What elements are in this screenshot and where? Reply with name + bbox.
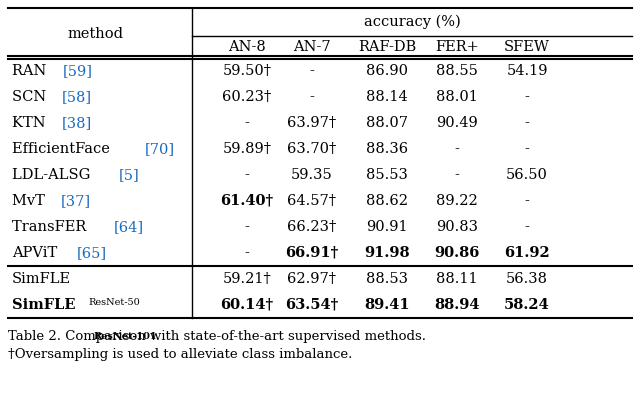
Text: 89.22: 89.22 (436, 194, 478, 208)
Text: [38]: [38] (61, 116, 92, 130)
Text: SFEW: SFEW (504, 40, 550, 54)
Text: 90.49: 90.49 (436, 116, 478, 130)
Text: 59.21†: 59.21† (223, 272, 271, 286)
Text: 61.92: 61.92 (504, 246, 550, 260)
Text: 88.07: 88.07 (366, 116, 408, 130)
Text: 59.50†: 59.50† (223, 64, 271, 78)
Text: 88.53: 88.53 (366, 272, 408, 286)
Text: 63.54†: 63.54† (285, 298, 339, 312)
Text: [37]: [37] (60, 194, 90, 208)
Text: 90.86: 90.86 (435, 246, 480, 260)
Text: 86.90: 86.90 (366, 64, 408, 78)
Text: AN-7: AN-7 (293, 40, 331, 54)
Text: 90.91: 90.91 (366, 220, 408, 234)
Text: 61.40†: 61.40† (220, 194, 273, 208)
Text: 66.23†: 66.23† (287, 220, 337, 234)
Text: method: method (68, 27, 124, 41)
Text: 60.14†: 60.14† (220, 298, 273, 312)
Text: [58]: [58] (62, 90, 92, 104)
Text: -: - (244, 116, 250, 130)
Text: 89.41: 89.41 (364, 298, 410, 312)
Text: ResNet-50: ResNet-50 (88, 298, 140, 307)
Text: AN-8: AN-8 (228, 40, 266, 54)
Text: [65]: [65] (76, 246, 106, 260)
Text: RAN: RAN (12, 64, 51, 78)
Text: -: - (244, 220, 250, 234)
Text: -: - (525, 90, 529, 104)
Text: 59.89†: 59.89† (223, 142, 271, 156)
Text: APViT: APViT (12, 246, 62, 260)
Text: SimFLE: SimFLE (12, 272, 71, 286)
Text: 64.57†: 64.57† (287, 194, 337, 208)
Text: -: - (525, 142, 529, 156)
Text: -: - (244, 168, 250, 182)
Text: 90.83: 90.83 (436, 220, 478, 234)
Text: 88.01: 88.01 (436, 90, 478, 104)
Text: -: - (454, 168, 460, 182)
Text: SCN: SCN (12, 90, 51, 104)
Text: Table 2. Comparison with state-of-the-art supervised methods.: Table 2. Comparison with state-of-the-ar… (8, 330, 426, 343)
Text: 54.19: 54.19 (506, 64, 548, 78)
Text: -: - (525, 194, 529, 208)
Text: SimFLE: SimFLE (12, 298, 76, 312)
Text: 66.91†: 66.91† (285, 246, 339, 260)
Text: -: - (525, 220, 529, 234)
Text: 88.62: 88.62 (366, 194, 408, 208)
Text: 56.50: 56.50 (506, 168, 548, 182)
Text: †Oversampling is used to alleviate class imbalance.: †Oversampling is used to alleviate class… (8, 348, 353, 361)
Text: [5]: [5] (119, 168, 140, 182)
Text: -: - (310, 64, 314, 78)
Text: RAF-DB: RAF-DB (358, 40, 416, 54)
Text: -: - (310, 90, 314, 104)
Text: 58.24: 58.24 (504, 298, 550, 312)
Text: -: - (525, 116, 529, 130)
Text: FER+: FER+ (435, 40, 479, 54)
Text: accuracy (%): accuracy (%) (364, 15, 460, 29)
Text: 91.98: 91.98 (364, 246, 410, 260)
Text: MvT: MvT (12, 194, 49, 208)
Text: 85.53: 85.53 (366, 168, 408, 182)
Text: EfficientFace: EfficientFace (12, 142, 115, 156)
Text: 56.38: 56.38 (506, 272, 548, 286)
Text: 60.23†: 60.23† (222, 90, 271, 104)
Text: [59]: [59] (62, 64, 92, 78)
Text: 88.14: 88.14 (366, 90, 408, 104)
Text: KTN: KTN (12, 116, 51, 130)
Text: 88.11: 88.11 (436, 272, 478, 286)
Text: [70]: [70] (144, 142, 174, 156)
Text: 63.97†: 63.97† (287, 116, 337, 130)
Text: 63.70†: 63.70† (287, 142, 337, 156)
Text: [64]: [64] (114, 220, 144, 234)
Text: -: - (244, 246, 250, 260)
Text: -: - (454, 142, 460, 156)
Text: 88.94: 88.94 (435, 298, 480, 312)
Text: 62.97†: 62.97† (287, 272, 337, 286)
Text: LDL-ALSG: LDL-ALSG (12, 168, 95, 182)
Text: TransFER: TransFER (12, 220, 91, 234)
Text: 88.36: 88.36 (366, 142, 408, 156)
Text: 88.55: 88.55 (436, 64, 478, 78)
Text: 59.35: 59.35 (291, 168, 333, 182)
Text: ResNet-101: ResNet-101 (94, 332, 157, 341)
